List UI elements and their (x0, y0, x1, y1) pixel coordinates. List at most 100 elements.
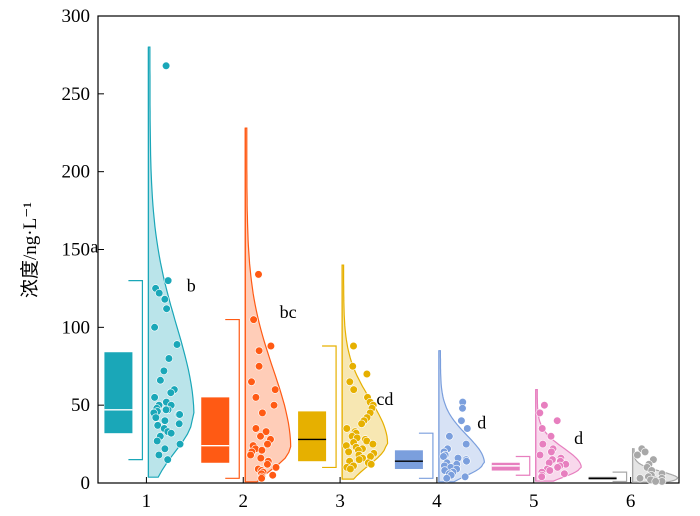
group-1: a (90, 46, 195, 478)
data-point (344, 447, 353, 457)
data-point (257, 474, 266, 483)
data-point (461, 472, 470, 481)
box-1 (104, 352, 133, 434)
data-point (268, 471, 277, 480)
data-point (150, 393, 159, 402)
data-point (249, 315, 258, 324)
x-axis: 1 2 3 4 5 6 (142, 477, 635, 512)
group-6: d (574, 428, 679, 486)
y-tick-label: 100 (62, 317, 91, 338)
data-point (271, 463, 281, 472)
box-5 (491, 462, 520, 471)
data-point (462, 440, 471, 449)
data-point (362, 369, 372, 379)
significance-letter: cd (376, 389, 393, 409)
data-point (175, 440, 185, 449)
data-point (439, 452, 448, 461)
data-point (535, 450, 545, 460)
data-point (346, 464, 355, 474)
data-point (175, 410, 184, 419)
data-point (153, 436, 162, 446)
group-4: cd (376, 350, 486, 483)
data-point (162, 405, 171, 414)
data-point (254, 270, 263, 279)
box-2 (201, 397, 230, 463)
data-point (172, 340, 182, 349)
data-point (540, 401, 549, 410)
data-point (162, 304, 171, 313)
significance-letter: b (187, 276, 196, 296)
data-point (545, 466, 554, 475)
x-tick-label: 4 (432, 491, 442, 512)
data-point (160, 295, 169, 304)
data-point (160, 416, 169, 425)
data-point (538, 424, 547, 433)
data-point (175, 419, 184, 428)
violin (341, 264, 389, 480)
whisker-bracket (128, 280, 144, 461)
data-point (255, 346, 264, 355)
data-point (547, 447, 556, 457)
whisker-bracket (225, 318, 240, 479)
data-point (458, 404, 467, 413)
data-point (162, 61, 171, 70)
data-point (154, 450, 163, 460)
data-point (368, 440, 378, 449)
data-point (355, 455, 364, 464)
group-3: bc (280, 264, 389, 480)
data-point (357, 419, 366, 428)
data-point (263, 440, 272, 449)
y-tick-label: 300 (62, 6, 91, 27)
x-tick-label: 2 (239, 491, 249, 512)
data-point (156, 376, 165, 385)
data-point (164, 354, 173, 363)
data-point (159, 366, 168, 376)
data-point (553, 463, 562, 472)
whisker-bracket (322, 345, 337, 469)
x-tick-label: 5 (529, 491, 539, 512)
data-point (166, 388, 175, 397)
data-point (463, 424, 472, 433)
group-5: d (477, 389, 582, 482)
data-point (164, 276, 173, 285)
data-point (538, 440, 547, 449)
whisker-bracket (612, 471, 628, 483)
box-4 (394, 450, 423, 469)
data-point (345, 377, 354, 386)
data-point (257, 446, 267, 455)
y-tick-label: 150 (62, 240, 91, 261)
data-point (256, 432, 265, 441)
data-point (266, 341, 276, 351)
data-point (546, 432, 556, 441)
data-point (537, 472, 546, 481)
data-point (246, 450, 255, 460)
data-point (553, 416, 562, 425)
y-tick-label: 50 (71, 395, 90, 416)
x-tick-label: 3 (335, 491, 345, 512)
data-point (535, 408, 544, 418)
x-tick-label: 1 (142, 491, 152, 512)
group-2: b (187, 127, 292, 483)
data-point (251, 424, 260, 433)
data-point (263, 460, 272, 469)
data-point (262, 427, 271, 436)
significance-letter: d (574, 428, 583, 448)
y-axis: 0 50 100 150 200 250 300 (62, 6, 104, 494)
data-point (635, 474, 645, 483)
y-tick-label: 250 (62, 84, 91, 105)
data-point (153, 421, 162, 430)
data-point (269, 401, 279, 410)
data-point (633, 450, 642, 460)
data-point (445, 432, 454, 441)
significance-letter: d (477, 413, 486, 433)
data-point (349, 341, 358, 351)
data-point (151, 413, 160, 422)
significance-letter: bc (280, 302, 297, 322)
data-point (457, 416, 466, 425)
data-point (247, 377, 256, 386)
violin (147, 46, 195, 478)
plot-groups: a b bc cd d d (90, 46, 679, 486)
data-point (155, 289, 164, 298)
whisker-bracket (515, 455, 531, 476)
data-point (462, 457, 471, 466)
